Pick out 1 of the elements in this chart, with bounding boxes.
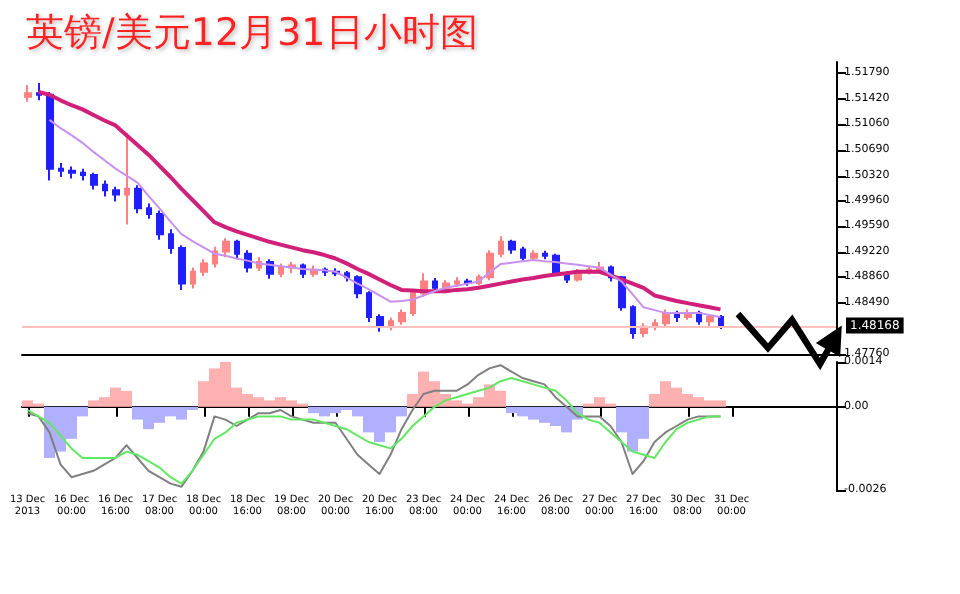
chart-title: 英镑/美元12月31日小时图: [26, 11, 478, 55]
